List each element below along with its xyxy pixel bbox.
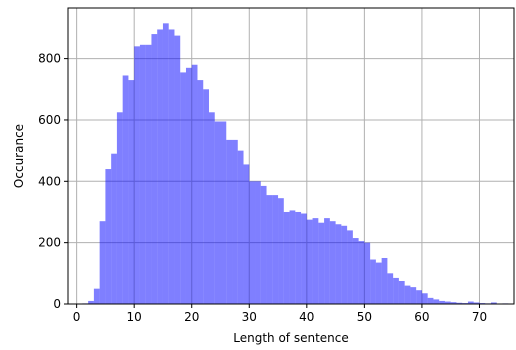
histogram-bar [88,300,94,304]
histogram-bar [145,44,152,304]
histogram-bar [375,262,382,304]
histogram-bar [410,287,417,304]
histogram-bar [266,195,273,304]
plot-frame [67,7,515,305]
histogram-bar [249,181,256,304]
histogram-bar [473,302,480,304]
histogram-bar [312,218,319,304]
x-tick-label: 40 [299,310,314,324]
histogram-bar [111,153,117,304]
histogram-bar [416,290,422,304]
histogram-bar [260,185,267,304]
histogram-bar [134,46,140,304]
histogram-bar [341,225,348,304]
x-tick-label: 70 [472,310,487,324]
histogram-bar [237,150,244,304]
y-tick-label: 200 [38,236,61,250]
histogram-bar [329,221,336,304]
histogram-bar [370,259,376,304]
y-tick-label: 800 [38,52,61,66]
histogram-bar [301,213,307,304]
histogram-bar [243,164,250,304]
histogram-bar [116,112,123,304]
histogram-bar [450,302,457,304]
y-tick-label: 400 [38,174,61,188]
histogram-bar [393,277,399,304]
histogram-bar [105,169,112,304]
x-tick-label: 60 [414,310,429,324]
histogram-bar [364,242,371,304]
histogram-bar [180,72,186,304]
histogram-bar [255,181,261,304]
histogram-bar [467,301,474,304]
histogram-bar [433,299,440,304]
bars [82,23,509,305]
histogram-bar [208,112,215,304]
histogram-bar [232,139,238,304]
histogram-bar [122,75,129,304]
histogram-bar [128,80,135,304]
y-tick-label: 600 [38,113,61,127]
histogram-bar [226,139,233,304]
histogram-bar [203,89,209,304]
histogram-bar [174,35,181,305]
y-axis-label: Occurance [12,124,26,188]
histogram-bar [306,219,313,304]
histogram-bar [427,297,434,304]
histogram-bar [168,29,175,305]
histogram-bar [197,80,204,304]
histogram-bar [278,198,284,304]
histogram-bar [404,285,411,304]
histogram-bar [157,29,163,305]
x-tick-label: 50 [357,310,372,324]
histogram-bar [318,222,325,304]
histogram-bar [99,221,106,304]
y-tick-label: 0 [53,297,61,311]
histogram-bar [421,293,428,304]
x-axis-label: Length of sentence [233,331,349,345]
histogram-bar [381,257,388,304]
histogram-bar [439,300,445,304]
histogram-bar [272,195,279,304]
histogram-bar [347,230,353,304]
histogram-bar [444,301,451,304]
histogram-bar [139,44,146,304]
histogram-bar [295,211,302,304]
histogram-bar [358,241,365,304]
histogram-bar [387,273,394,304]
histogram-bar [93,288,100,304]
x-tick-label: 10 [127,310,142,324]
histogram-bar [162,23,169,304]
x-tick-label: 0 [73,310,81,324]
x-tick-label: 20 [184,310,199,324]
histogram-bar [220,121,227,305]
histogram-bar [324,218,330,304]
histogram-bar [335,224,342,304]
ticks: 0 10 20 30 40 50 60 70 0 200 400 600 800 [38,52,487,324]
x-tick-label: 30 [242,310,257,324]
histogram-bar [151,34,158,304]
histogram-bar [398,280,405,304]
histogram-bar [191,64,198,304]
histogram-bar [289,210,296,304]
histogram-bar [214,121,221,305]
histogram-bar [185,67,192,304]
histogram-bar [456,302,463,304]
histogram-bar [490,302,497,304]
histogram-bar [283,211,290,304]
histogram-bar [352,238,359,304]
